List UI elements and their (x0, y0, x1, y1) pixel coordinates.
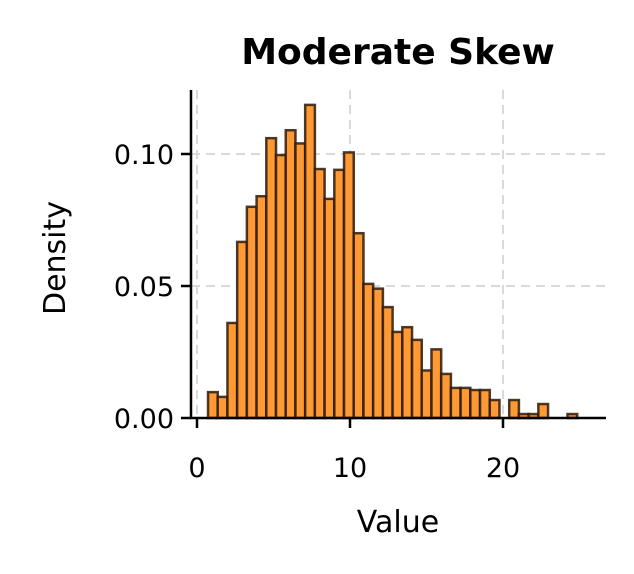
histogram-bar (401, 325, 414, 420)
histogram-bar (439, 372, 453, 420)
histogram-bar (410, 338, 424, 420)
histogram-bar (216, 395, 229, 420)
x-axis-label: Value (357, 505, 439, 540)
histogram-bar (323, 197, 336, 420)
histogram-bar (469, 388, 482, 420)
histogram-bar (245, 205, 258, 420)
histogram-bar (537, 402, 550, 420)
histogram-bar (371, 287, 385, 420)
histogram-bar (274, 153, 287, 420)
histogram-bar (226, 321, 239, 420)
x-axis-ticks: 0 10 20 (188, 418, 520, 484)
y-tick-label: 0.00 (114, 404, 174, 435)
histogram-bar (342, 151, 355, 420)
histogram-bar (235, 240, 249, 420)
x-tick-label: 0 (188, 453, 205, 484)
histogram-bar (313, 167, 326, 420)
histogram-bar (206, 390, 219, 420)
histogram-bar (362, 282, 375, 420)
histogram-bars (206, 103, 579, 420)
histogram-bar (478, 388, 492, 420)
histogram-bar (449, 386, 462, 420)
histogram-bar (381, 305, 394, 420)
histogram-bar (459, 386, 472, 420)
y-axis-ticks: 0.00 0.05 0.10 (114, 140, 191, 435)
histogram-bar (507, 398, 521, 420)
histogram-bar (333, 168, 346, 420)
x-tick-label: 10 (333, 453, 367, 484)
histogram-bar (303, 103, 317, 420)
chart-title: Moderate Skew (241, 32, 555, 73)
histogram-bar (284, 128, 297, 420)
histogram-bar (352, 231, 365, 420)
histogram-bar (430, 348, 443, 420)
y-axis-label: Density (38, 201, 73, 315)
histogram-bar (391, 330, 404, 420)
histogram-bar (488, 398, 501, 420)
histogram-bar (255, 194, 268, 420)
histogram-bar (420, 369, 433, 420)
x-tick-label: 20 (486, 453, 520, 484)
histogram-bar (265, 136, 278, 420)
y-tick-label: 0.10 (114, 140, 174, 171)
histogram-bar (294, 142, 307, 420)
y-tick-label: 0.05 (114, 272, 174, 303)
